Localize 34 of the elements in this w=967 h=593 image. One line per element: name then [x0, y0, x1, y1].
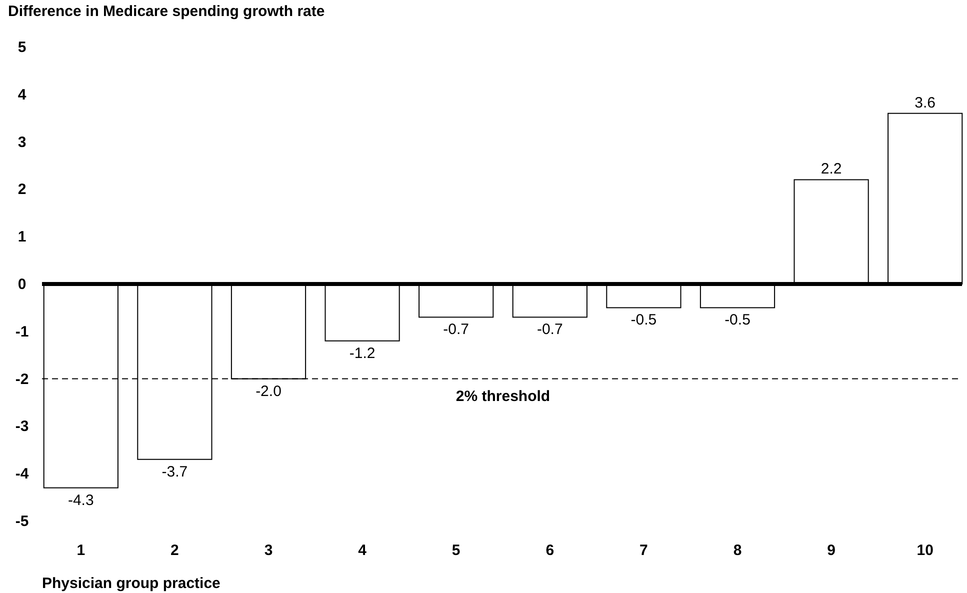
- x-tick-label: 7: [640, 542, 648, 559]
- x-axis-title: Physician group practice: [42, 575, 220, 592]
- x-tick-label: 6: [546, 542, 554, 559]
- y-tick-label: -1: [15, 323, 29, 340]
- data-label: 3.6: [914, 94, 936, 112]
- y-tick-label: 4: [18, 86, 27, 104]
- data-label: -0.7: [443, 321, 470, 338]
- data-label: -4.3: [68, 492, 94, 509]
- y-tick-label: 5: [18, 39, 26, 56]
- y-tick-label: -3: [15, 418, 29, 436]
- y-tick-label: 3: [18, 134, 26, 151]
- data-label: -0.7: [536, 321, 563, 338]
- x-tick-label: 4: [358, 542, 368, 559]
- x-tick-label: 9: [827, 542, 836, 559]
- y-tick-label: 2: [18, 181, 26, 198]
- x-tick-label: 5: [452, 542, 460, 559]
- y-tick-label: -2: [15, 370, 29, 388]
- data-label: -2.0: [256, 382, 282, 400]
- y-tick-label: 0: [18, 276, 26, 293]
- ref-line-label: 2% threshold: [456, 388, 550, 405]
- y-tick-label: -5: [15, 513, 29, 530]
- data-label: -3.7: [162, 463, 188, 480]
- data-label: 2.2: [820, 160, 842, 178]
- data-label: -0.5: [724, 312, 750, 329]
- data-label: -1.2: [349, 344, 376, 362]
- y-tick-label: 1: [18, 228, 26, 246]
- y-tick-label: -4: [15, 466, 30, 483]
- x-tick-label: 2: [170, 542, 179, 559]
- x-tick-label: 10: [916, 542, 934, 559]
- chart-title: Difference in Medicare spending growth rate: [8, 3, 325, 20]
- data-label: -0.5: [630, 312, 657, 329]
- x-tick-label: 3: [264, 542, 273, 559]
- x-tick-label: 8: [733, 542, 742, 559]
- x-tick-label: 1: [76, 542, 86, 559]
